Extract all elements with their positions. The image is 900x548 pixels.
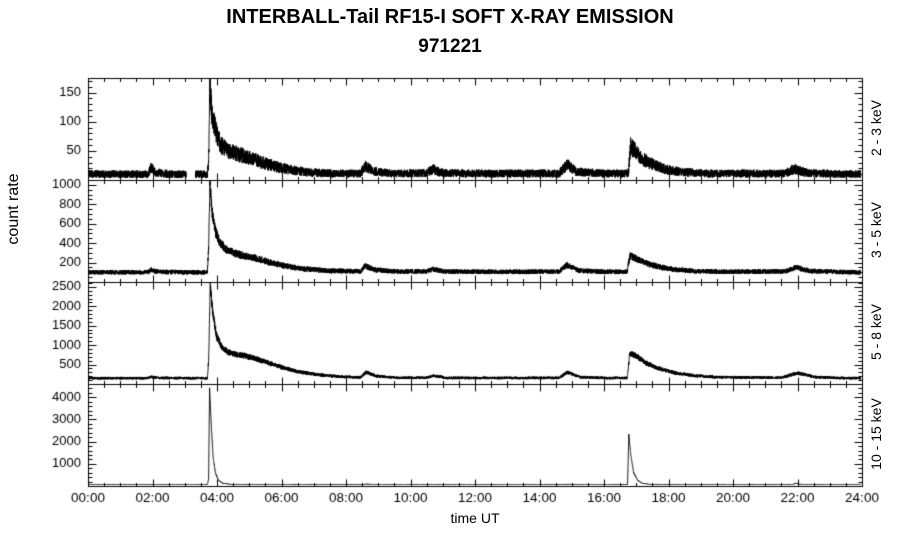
y-axis-label: count rate: [5, 173, 22, 245]
chart-subtitle: 971221: [418, 36, 482, 57]
chart-title: INTERBALL-Tail RF15-I SOFT X-RAY EMISSIO…: [226, 6, 674, 28]
panel-4-energy-label: 10 - 15 keV: [868, 398, 884, 470]
x-axis-label: time UT: [450, 510, 500, 526]
